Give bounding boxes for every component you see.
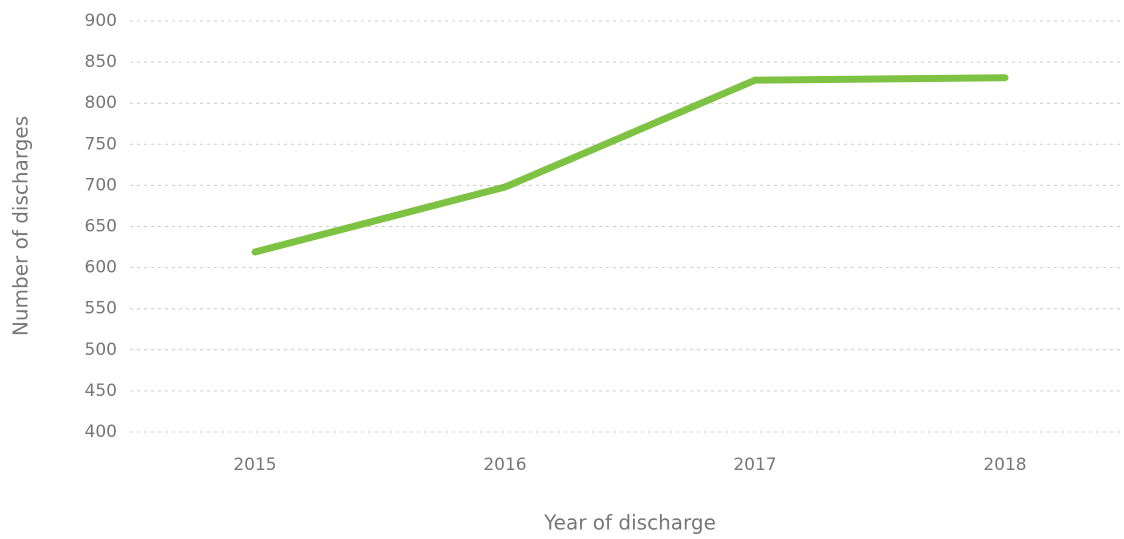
end-marker xyxy=(1015,75,1021,81)
y-tick-label: 650 xyxy=(85,217,117,237)
x-tick-label: 2016 xyxy=(483,455,526,475)
x-tick-label: 2018 xyxy=(983,455,1026,475)
y-tick-label: 550 xyxy=(85,299,117,319)
y-tick-label: 400 xyxy=(85,422,117,442)
x-axis-title: Year of discharge xyxy=(543,511,716,535)
y-tick-label: 700 xyxy=(85,175,117,195)
x-tick-label: 2015 xyxy=(233,455,276,475)
y-tick-label: 850 xyxy=(85,52,117,72)
y-tick-label: 800 xyxy=(85,93,117,113)
x-tick-label: 2017 xyxy=(733,455,776,475)
y-tick-label: 500 xyxy=(85,340,117,360)
y-tick-label: 450 xyxy=(85,381,117,401)
y-tick-label: 900 xyxy=(85,11,117,31)
data-line xyxy=(251,74,1009,256)
y-axis-title: Number of discharges xyxy=(9,116,33,336)
y-tick-label: 750 xyxy=(85,134,117,154)
y-tick-label: 600 xyxy=(85,258,117,278)
